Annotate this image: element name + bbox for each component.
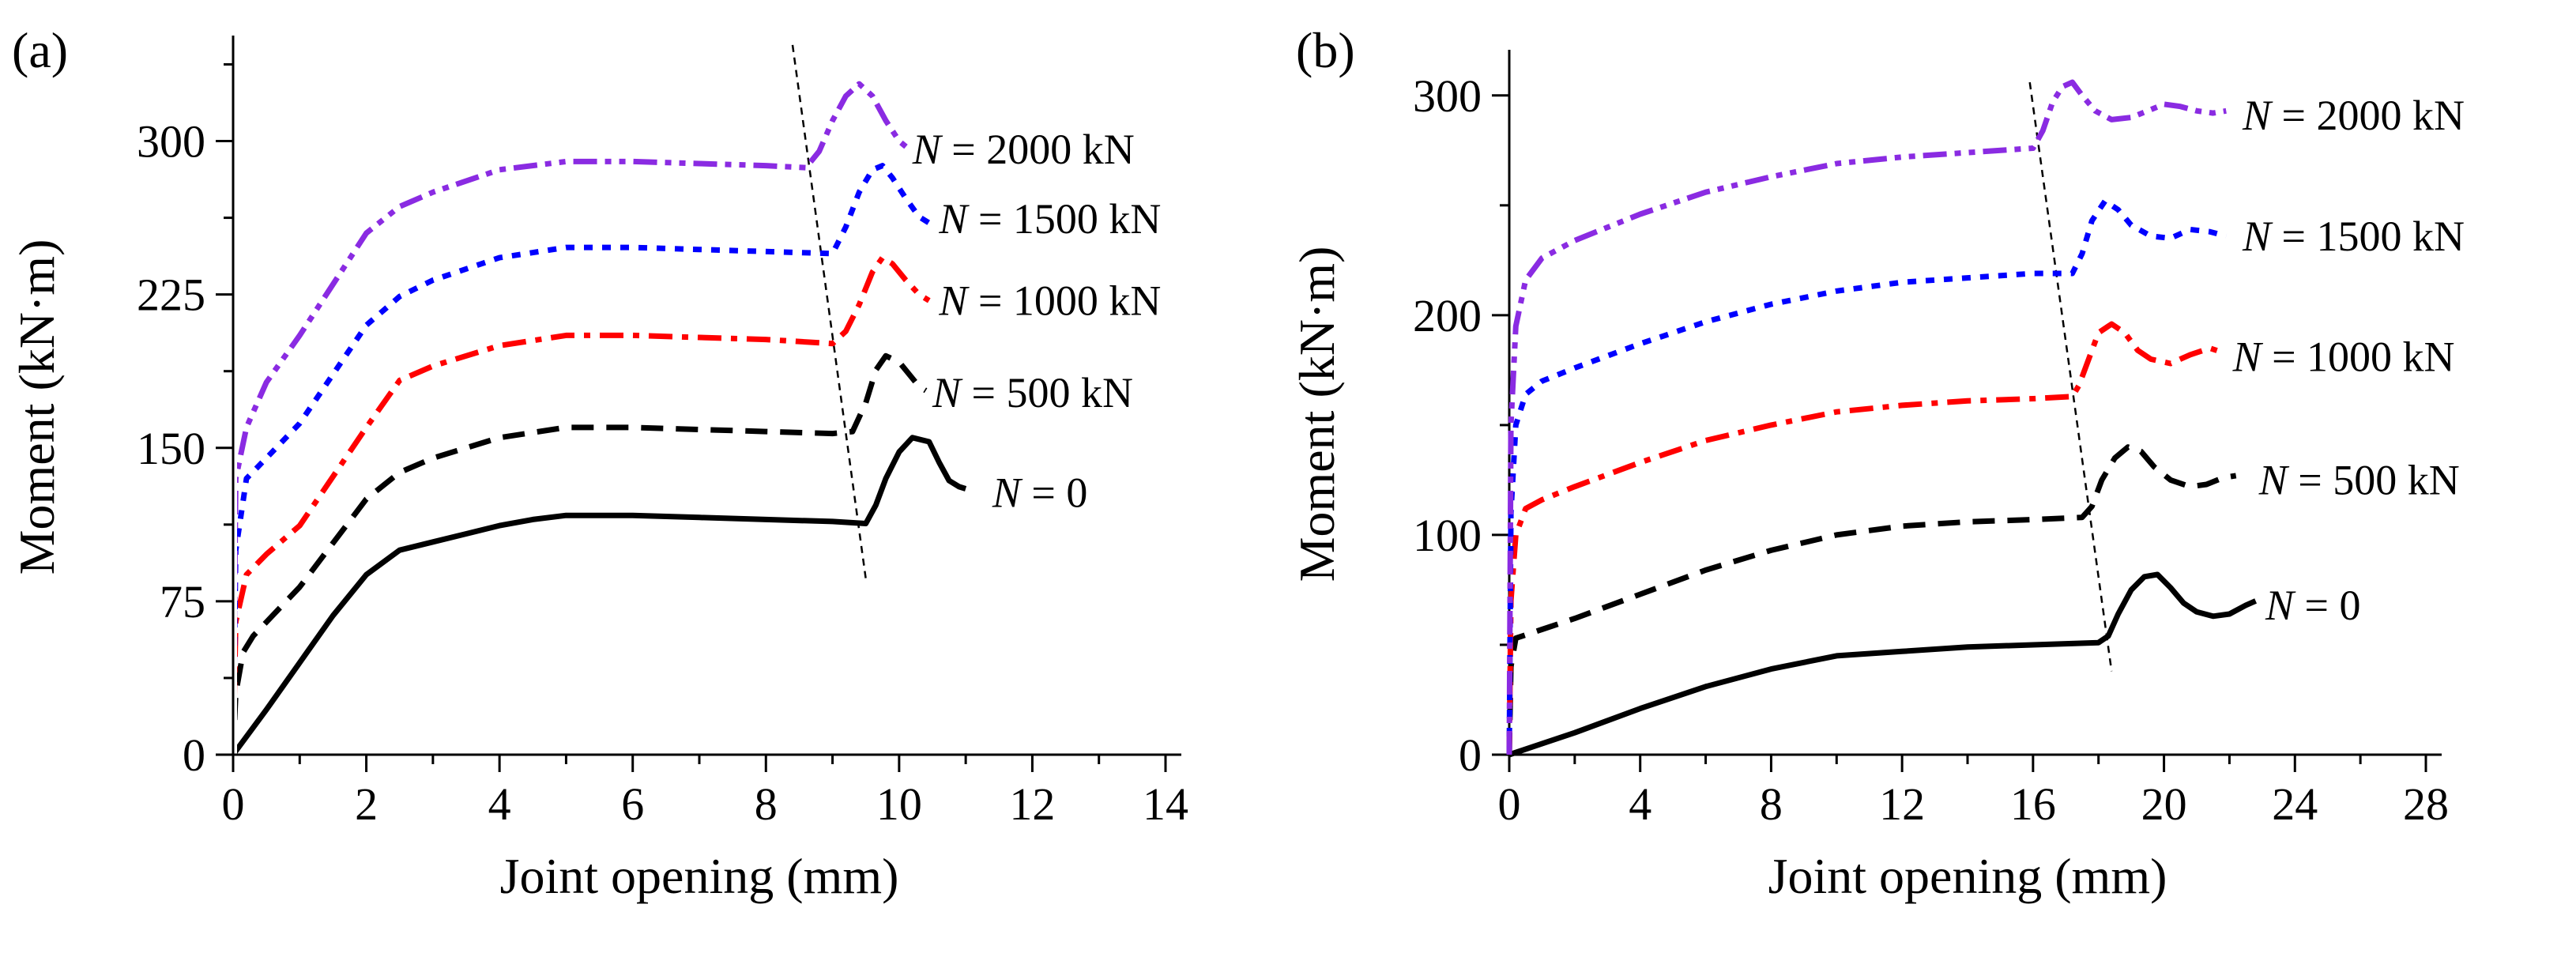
x-tick-label: 8 bbox=[1760, 778, 1783, 830]
plot-area bbox=[237, 44, 967, 755]
x-tick-label: 4 bbox=[1629, 778, 1651, 830]
series-label-2: N = 1000 kN bbox=[938, 277, 1161, 324]
series-line-3 bbox=[1506, 198, 2228, 755]
x-axis-title: Joint opening (mm) bbox=[1768, 848, 2167, 904]
plot-area bbox=[1506, 79, 2258, 758]
series-label-4: N = 0 bbox=[992, 469, 1088, 517]
series-label-1: N = 1500 kN bbox=[938, 195, 1161, 243]
x-tick-label: 14 bbox=[1143, 778, 1188, 830]
x-tick-label: 6 bbox=[621, 778, 644, 830]
series-line-4 bbox=[1506, 79, 2227, 755]
series-label-0: N = 2000 kN bbox=[912, 126, 1135, 173]
y-tick-label: 300 bbox=[1413, 70, 1482, 122]
series-label-3: N = 500 kN bbox=[2258, 456, 2460, 503]
series-label-1: N = 1500 kN bbox=[2242, 213, 2465, 260]
x-tick-label: 28 bbox=[2403, 778, 2449, 830]
y-tick-label: 200 bbox=[1413, 290, 1482, 341]
panel-label: (b) bbox=[1296, 22, 1355, 78]
series-label-4: N = 0 bbox=[2265, 582, 2361, 629]
x-tick-label: 12 bbox=[1009, 778, 1055, 830]
x-tick-label: 4 bbox=[488, 778, 511, 830]
y-tick-label: 100 bbox=[1413, 510, 1482, 561]
series-label-2: N = 1000 kN bbox=[2232, 333, 2455, 381]
series-line-0 bbox=[1508, 571, 2258, 758]
series-line-1 bbox=[1506, 444, 2237, 755]
panel-label: (a) bbox=[12, 22, 68, 78]
series-line-2 bbox=[1506, 321, 2224, 755]
x-tick-label: 8 bbox=[755, 778, 778, 830]
x-tick-label: 24 bbox=[2272, 778, 2318, 830]
y-tick-label: 75 bbox=[160, 576, 205, 627]
y-tick-label: 0 bbox=[1459, 729, 1482, 781]
series-line-4 bbox=[237, 81, 911, 633]
x-tick-label: 0 bbox=[1498, 778, 1521, 830]
x-tick-label: 12 bbox=[1879, 778, 1925, 830]
x-axis-title: Joint opening (mm) bbox=[500, 848, 899, 904]
failure-boundary-line bbox=[791, 44, 867, 579]
x-tick-label: 20 bbox=[2141, 778, 2187, 830]
y-tick-label: 150 bbox=[137, 423, 205, 474]
series-label-3: N = 500 kN bbox=[932, 369, 1133, 416]
series-line-2 bbox=[237, 254, 931, 696]
x-tick-label: 10 bbox=[876, 778, 922, 830]
series-label-0: N = 2000 kN bbox=[2242, 92, 2465, 139]
y-tick-label: 300 bbox=[137, 116, 205, 168]
y-axis-title: Moment (kN·m) bbox=[9, 239, 65, 575]
series-line-1 bbox=[237, 352, 928, 728]
series-line-0 bbox=[237, 435, 967, 755]
y-tick-label: 225 bbox=[137, 269, 205, 321]
series-line-3 bbox=[237, 163, 931, 665]
y-tick-label: 0 bbox=[183, 729, 205, 781]
x-tick-label: 0 bbox=[222, 778, 245, 830]
failure-boundary-line bbox=[2028, 81, 2113, 672]
panel-b-chart: (b) 0 4 8 12 16 20 24 28 0 100 200 300 Joint opening … bbox=[1289, 22, 2465, 904]
x-tick-label: 16 bbox=[2010, 778, 2056, 830]
panel-a-chart: (a) 0 2 4 6 8 10 12 14 0 75 150 225 300 Joint opening … bbox=[9, 22, 1188, 904]
y-axis-title: Moment (kN·m) bbox=[1289, 247, 1345, 582]
x-tick-label: 2 bbox=[355, 778, 378, 830]
